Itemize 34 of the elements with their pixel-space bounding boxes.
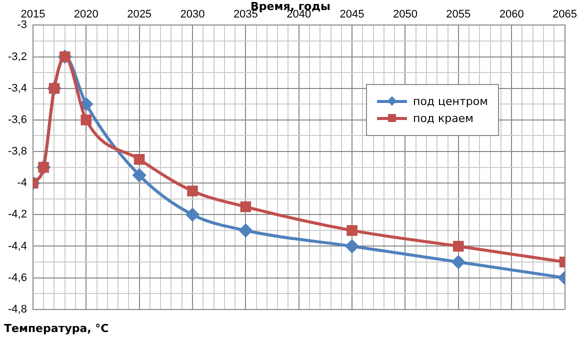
point xyxy=(80,98,93,111)
point xyxy=(346,225,358,236)
x-tick-label: 2050 xyxy=(392,8,418,21)
x-tick-label: 2015 xyxy=(20,8,46,21)
point xyxy=(80,114,92,126)
y-tick-label: -3 xyxy=(17,19,27,32)
y-tick-label: -4,4 xyxy=(8,240,27,252)
x-tick-label: 2045 xyxy=(340,8,364,21)
point xyxy=(239,224,252,237)
x-tick-label: 2025 xyxy=(127,8,152,21)
x-tick-label: 2065 xyxy=(552,8,578,21)
point xyxy=(346,240,359,253)
y-tick-label: -3,2 xyxy=(8,50,27,63)
y-tick-label: -3,4 xyxy=(8,82,27,94)
x-tick-label: 2060 xyxy=(499,8,524,21)
point xyxy=(186,208,199,222)
y-tick-label: -3,8 xyxy=(8,146,27,158)
y-tick-label: -4 xyxy=(17,177,27,190)
x-tick-label: 2055 xyxy=(446,8,471,21)
y-tick-label: -3,6 xyxy=(8,114,27,126)
x-tick-label: 2030 xyxy=(180,8,205,21)
point xyxy=(187,186,198,196)
legend-label: под центром xyxy=(413,95,488,108)
point xyxy=(134,154,145,165)
point xyxy=(453,240,464,252)
y-tick-label: -4,6 xyxy=(8,272,27,284)
x-tick-label: 2020 xyxy=(74,8,98,21)
point xyxy=(132,168,146,182)
point xyxy=(240,201,252,212)
y-axis-title: Температура, °C xyxy=(4,322,109,335)
legend-label: под краем xyxy=(413,112,474,125)
point xyxy=(452,256,465,269)
y-tick-label: -4,2 xyxy=(8,208,27,221)
y-tick-label: -4,8 xyxy=(8,303,27,316)
